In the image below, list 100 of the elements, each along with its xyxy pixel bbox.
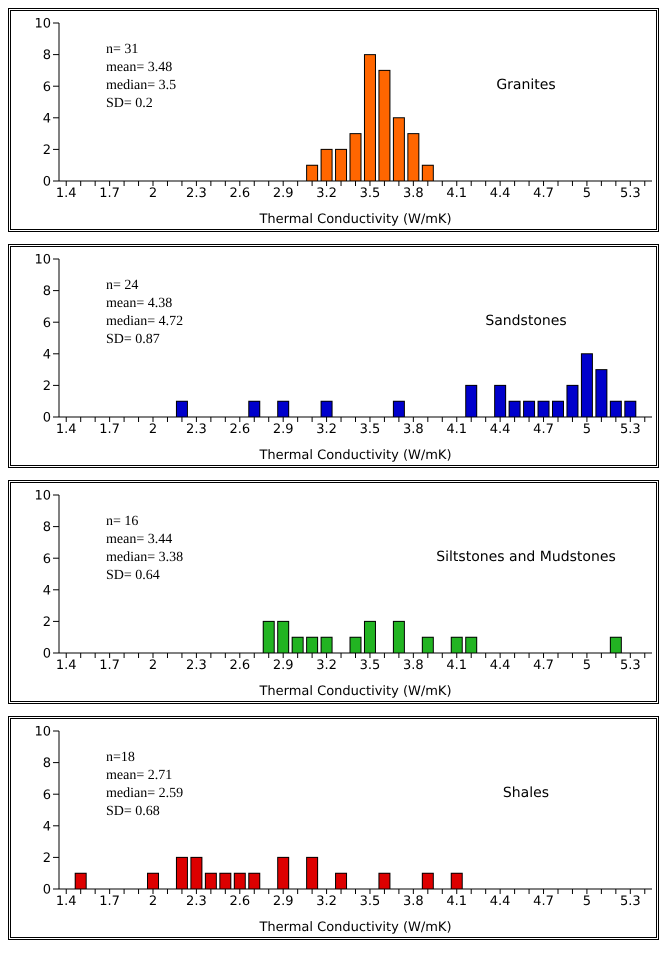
x-tick-label: 1.4 xyxy=(56,422,77,438)
x-tick-label: 1.4 xyxy=(56,894,77,910)
y-tick-label: 8 xyxy=(42,48,51,64)
x-tick-label: 1.7 xyxy=(99,894,120,910)
x-tick-label: 4.4 xyxy=(490,422,510,438)
x-tick-label: 4.1 xyxy=(446,894,468,910)
y-tick-label: 4 xyxy=(42,583,51,598)
x-axis-title: Thermal Conductivity (W/mK) xyxy=(258,448,452,463)
y-tick-label: 6 xyxy=(42,80,51,95)
x-tick-label: 2 xyxy=(148,894,158,910)
y-tick-label: 10 xyxy=(34,724,51,740)
y-tick-label: 8 xyxy=(42,520,51,536)
x-tick-label: 2.9 xyxy=(272,186,294,202)
y-tick-label: 0 xyxy=(42,882,51,898)
x-tick-label: 1.7 xyxy=(99,186,120,202)
x-tick-label: 1.7 xyxy=(99,422,120,438)
x-tick-label: 2 xyxy=(148,422,158,438)
x-tick-label: 2.3 xyxy=(186,422,207,438)
annotation: mean= 3.44 xyxy=(106,531,174,549)
x-tick-label: 4.7 xyxy=(533,894,554,910)
x-tick-label: 3.2 xyxy=(316,658,337,674)
x-tick-label: 2.9 xyxy=(272,658,294,674)
x-tick-label: 4.7 xyxy=(533,658,554,674)
x-tick-label: 4.7 xyxy=(533,186,554,202)
x-tick-label: 2.6 xyxy=(229,658,250,674)
x-tick-label: 5 xyxy=(582,894,592,910)
x-tick-label: 3.8 xyxy=(403,422,424,438)
x-tick-label: 2.3 xyxy=(186,894,207,910)
x-axis-title: Thermal Conductivity (W/mK) xyxy=(258,920,452,935)
y-tick-label: 6 xyxy=(42,316,51,331)
x-tick-label: 1.4 xyxy=(56,658,77,674)
y-tick-label: 0 xyxy=(42,174,51,190)
y-tick-label: 0 xyxy=(42,646,51,662)
x-axis-title: Thermal Conductivity (W/mK) xyxy=(258,684,452,699)
x-tick-label: 4.7 xyxy=(533,422,554,438)
x-axis-title: Thermal Conductivity (W/mK) xyxy=(258,212,452,227)
y-tick-label: 6 xyxy=(42,552,51,567)
x-tick-label: 5 xyxy=(582,658,592,674)
annotation: median= 3.5 xyxy=(106,77,176,95)
y-tick-label: 10 xyxy=(34,252,51,268)
x-tick-label: 2.9 xyxy=(272,894,294,910)
annotation: median= 2.59 xyxy=(106,785,184,803)
x-tick-label: 3.5 xyxy=(360,186,380,202)
x-tick-label: 4.4 xyxy=(490,894,510,910)
x-tick-label: 5.3 xyxy=(620,658,641,674)
x-tick-label: 2.3 xyxy=(186,658,207,674)
annotation: n=18 xyxy=(106,749,136,767)
x-tick-label: 3.5 xyxy=(360,658,380,674)
annotation: mean= 2.71 xyxy=(106,767,174,785)
annotation: mean= 3.48 xyxy=(106,59,174,77)
annotation: median= 4.72 xyxy=(106,313,184,331)
x-tick-label: 2.6 xyxy=(229,186,250,202)
annotation: n= 31 xyxy=(106,41,140,59)
x-tick-label: 3.2 xyxy=(316,186,337,202)
x-tick-label: 3.8 xyxy=(403,658,424,674)
x-tick-label: 4.1 xyxy=(446,186,468,202)
x-tick-label: 3.8 xyxy=(403,186,424,202)
x-tick-label: 5.3 xyxy=(620,186,641,202)
y-tick-label: 2 xyxy=(42,143,51,158)
x-tick-label: 4.4 xyxy=(490,658,510,674)
y-tick-label: 4 xyxy=(42,819,51,834)
text: Siltstones and Mudstones xyxy=(435,549,617,565)
annotation: SD= 0.68 xyxy=(106,803,161,821)
y-tick-label: 2 xyxy=(42,379,51,394)
x-tick-label: 5.3 xyxy=(620,422,641,438)
annotation: median= 3.38 xyxy=(106,549,184,567)
x-tick-label: 4.1 xyxy=(446,422,468,438)
x-tick-label: 2.3 xyxy=(186,186,207,202)
x-tick-label: 4.1 xyxy=(446,658,468,674)
text: Shales xyxy=(502,785,550,801)
annotation: SD= 0.2 xyxy=(106,95,154,113)
annotation: n= 24 xyxy=(106,277,140,295)
y-tick-label: 2 xyxy=(42,615,51,630)
x-tick-label: 3.5 xyxy=(360,422,380,438)
x-tick-label: 3.8 xyxy=(403,894,424,910)
annotation: mean= 4.38 xyxy=(106,295,174,313)
y-tick-label: 6 xyxy=(42,788,51,803)
annotation: SD= 0.64 xyxy=(106,567,161,585)
x-tick-label: 2.6 xyxy=(229,894,250,910)
x-tick-label: 2 xyxy=(148,186,158,202)
x-tick-label: 5 xyxy=(582,186,592,202)
y-tick-label: 10 xyxy=(34,16,51,32)
x-tick-label: 3.2 xyxy=(316,894,337,910)
x-tick-label: 1.7 xyxy=(99,658,120,674)
annotation: n= 16 xyxy=(106,513,140,531)
x-tick-label: 4.4 xyxy=(490,186,510,202)
text: Granites xyxy=(495,77,557,93)
x-tick-label: 5 xyxy=(582,422,592,438)
x-tick-label: 1.4 xyxy=(56,186,77,202)
y-tick-label: 4 xyxy=(42,347,51,362)
x-tick-label: 2 xyxy=(148,658,158,674)
x-tick-label: 3.5 xyxy=(360,894,380,910)
x-tick-label: 2.9 xyxy=(272,422,294,438)
y-tick-label: 2 xyxy=(42,851,51,866)
y-tick-label: 4 xyxy=(42,111,51,126)
y-tick-label: 8 xyxy=(42,284,51,300)
x-tick-label: 3.2 xyxy=(316,422,337,438)
annotation: SD= 0.87 xyxy=(106,331,161,349)
y-tick-label: 8 xyxy=(42,756,51,772)
y-tick-label: 0 xyxy=(42,410,51,426)
